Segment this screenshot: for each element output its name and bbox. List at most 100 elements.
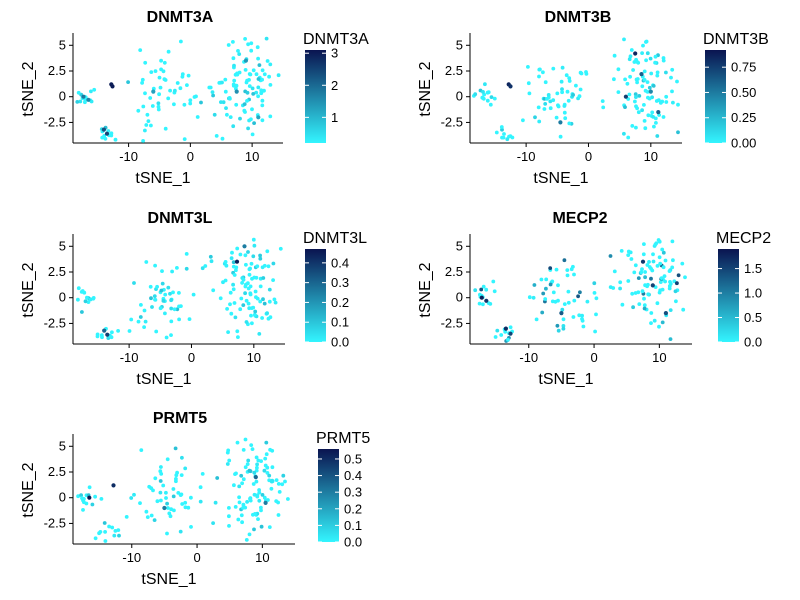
cell-point [641, 43, 645, 48]
cell-point [649, 321, 653, 325]
cell-point [645, 263, 650, 267]
cell-point [546, 93, 551, 97]
cell-point [541, 291, 546, 296]
cell-point [245, 462, 250, 466]
cell-point [230, 250, 234, 255]
cell-point [80, 496, 84, 501]
cell-point [669, 75, 673, 80]
cell-point [636, 60, 641, 65]
cell-point [655, 134, 660, 138]
cell-point [500, 127, 504, 132]
cell-point [652, 318, 657, 323]
cell-point [264, 452, 269, 457]
legend-title: DNMT3L [303, 230, 367, 247]
cell-point [243, 68, 248, 72]
cell-point [189, 525, 193, 529]
legend-tick-label: 2 [331, 78, 338, 93]
cell-point [175, 266, 179, 270]
cell-point [648, 56, 653, 61]
cell-point [238, 116, 242, 121]
cell-point [493, 335, 498, 339]
cell-point [169, 319, 174, 324]
legend-tick-label: 1.0 [744, 286, 762, 301]
cell-point [223, 260, 228, 264]
cell-point [253, 289, 258, 294]
cell-point [278, 246, 283, 251]
cell-point [124, 515, 129, 519]
cell-point [178, 86, 183, 91]
cell-point [148, 96, 153, 100]
x-tick-label: -10 [517, 149, 536, 164]
cell-point [200, 266, 205, 271]
x-tick-label: 10 [245, 149, 259, 164]
cell-point [220, 80, 224, 85]
cell-point [103, 530, 107, 534]
cell-point [255, 493, 260, 498]
cell-point [584, 72, 589, 76]
cell-point [560, 307, 565, 312]
cell-point [644, 58, 648, 63]
cell-point [188, 101, 193, 106]
cell-point [239, 473, 244, 478]
cell-point [142, 308, 147, 313]
y-tick-label: -2.5 [44, 515, 66, 530]
cell-point [153, 69, 158, 73]
cell-point [251, 68, 256, 73]
cell-point [241, 502, 246, 507]
cell-point [260, 118, 265, 123]
y-tick-label: -2.5 [441, 315, 463, 330]
points-layer [472, 37, 680, 142]
panel-dnmt3a: DNMT3A -10 0 10 -2.5 0 2.5 5 tSNE_1 tSNE_2 DNMT3A 1… [20, 9, 369, 187]
cell-point [149, 123, 153, 128]
cell-point [270, 478, 275, 483]
cell-point [481, 284, 486, 289]
cell-point [676, 102, 680, 107]
cell-point [237, 500, 242, 505]
cell-point [267, 74, 271, 79]
cell-point [276, 500, 280, 505]
cell-point [243, 37, 248, 41]
cell-point [551, 98, 556, 103]
legend-tick-label: 0.25 [731, 110, 756, 125]
cell-point [228, 96, 232, 101]
cell-point [273, 300, 278, 305]
cell-point [246, 301, 251, 306]
x-tick-label: 10 [247, 350, 261, 365]
cell-point [262, 495, 267, 500]
cell-point [242, 102, 247, 106]
cell-point [548, 266, 553, 270]
cell-point [566, 289, 571, 294]
cell-point [218, 296, 223, 301]
cell-point [132, 281, 136, 285]
cell-point [635, 106, 639, 111]
cell-point [560, 90, 564, 95]
cell-point [255, 264, 260, 269]
cell-point [270, 448, 275, 453]
cell-point [653, 54, 658, 59]
cell-point [259, 508, 263, 513]
cell-point [622, 37, 626, 42]
cell-point-high [243, 58, 248, 63]
cell-point [636, 110, 641, 115]
cell-point [499, 125, 504, 129]
cell-point [195, 115, 200, 119]
cell-point [145, 112, 150, 117]
cell-point [622, 131, 626, 136]
cell-point [141, 139, 146, 143]
cell-point [152, 294, 157, 298]
cell-point [574, 83, 578, 88]
cell-point [483, 82, 487, 87]
cell-point [578, 290, 582, 295]
cell-point [250, 447, 255, 451]
cell-point [143, 60, 148, 65]
cell-point [155, 499, 160, 504]
cell-point [256, 94, 260, 99]
cell-point [581, 324, 586, 329]
cell-point [225, 450, 230, 455]
cell-point [534, 317, 539, 322]
cell-point [174, 479, 178, 484]
cell-point [252, 275, 257, 280]
cell-point [563, 116, 568, 121]
cell-point [533, 115, 537, 120]
cell-point [76, 494, 80, 499]
